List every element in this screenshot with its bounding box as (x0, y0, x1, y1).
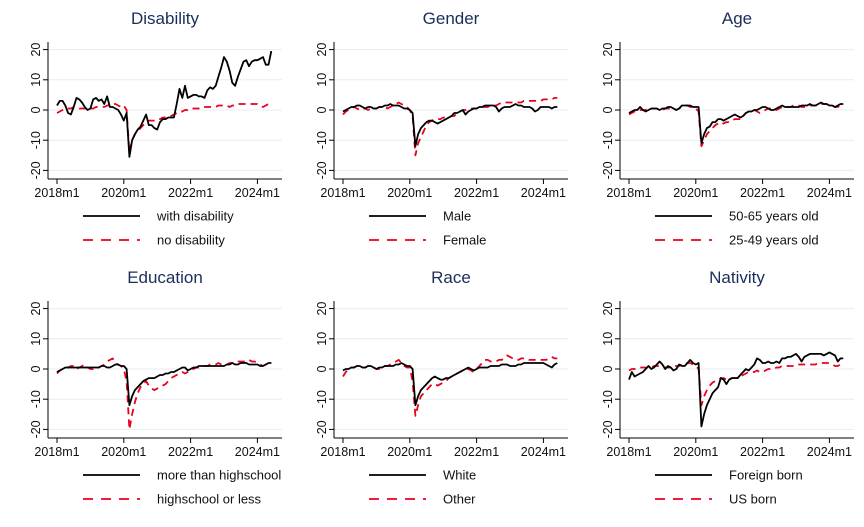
x-tick-label: 2024m1 (807, 186, 852, 200)
y-tick-label: 10 (315, 332, 329, 346)
legend-label: 50-65 years old (729, 209, 819, 224)
legend-label: US born (729, 492, 777, 507)
y-tick-label: -20 (601, 161, 615, 179)
y-tick-label: 10 (601, 332, 615, 346)
y-tick-label: 10 (315, 73, 329, 87)
y-tick-label: 0 (315, 365, 329, 372)
series-line-more-than-highschool (56, 362, 272, 407)
chart-title: Disability (131, 9, 200, 28)
y-tick-label: -10 (601, 390, 615, 408)
x-tick-label: 2022m1 (454, 186, 499, 200)
y-tick-label: 10 (29, 332, 43, 346)
y-tick-label: -10 (315, 390, 329, 408)
y-tick-label: 20 (29, 302, 43, 316)
chart-title: Race (431, 268, 471, 287)
legend-label: Female (443, 233, 486, 248)
y-tick-label: 20 (601, 302, 615, 316)
y-tick-label: -10 (29, 390, 43, 408)
chart-title: Nativity (709, 268, 765, 287)
legend-label: Foreign born (729, 468, 803, 483)
y-tick-label: -20 (29, 161, 43, 179)
legend-label: more than highschool (157, 468, 281, 483)
x-tick-label: 2020m1 (673, 186, 718, 200)
y-tick-label: -20 (315, 161, 329, 179)
x-tick-label: 2018m1 (606, 445, 651, 459)
x-tick-label: 2024m1 (521, 186, 566, 200)
x-tick-label: 2018m1 (320, 445, 365, 459)
x-tick-label: 2022m1 (168, 186, 213, 200)
x-tick-label: 2020m1 (101, 445, 146, 459)
series-line-male (342, 103, 558, 148)
x-tick-label: 2018m1 (606, 186, 651, 200)
y-tick-label: 0 (601, 106, 615, 113)
x-tick-label: 2020m1 (387, 445, 432, 459)
y-tick-label: 20 (315, 43, 329, 57)
x-tick-label: 2024m1 (521, 445, 566, 459)
y-tick-label: 20 (29, 43, 43, 57)
legend-label: Other (443, 492, 476, 507)
panel-education: Education 20 10 0 -10 -20 2018m1 2020m1 2022m1 20… (29, 268, 282, 507)
series-line-highschool-or-less (56, 357, 272, 431)
y-tick-label: -20 (29, 420, 43, 438)
y-tick-label: 10 (601, 73, 615, 87)
x-tick-label: 2024m1 (807, 445, 852, 459)
y-tick-label: -20 (601, 420, 615, 438)
y-tick-label: 0 (29, 106, 43, 113)
y-tick-label: -10 (601, 131, 615, 149)
panel-nativity: Nativity 20 10 0 -10 -20 2018m1 2020m1 2022m1 202… (601, 268, 854, 507)
series-line-no-disability (56, 103, 272, 154)
y-tick-label: 10 (29, 73, 43, 87)
x-tick-label: 2022m1 (740, 186, 785, 200)
chart-title: Education (127, 268, 203, 287)
x-tick-label: 2024m1 (235, 445, 280, 459)
x-tick-label: 2022m1 (454, 445, 499, 459)
x-tick-label: 2018m1 (34, 445, 79, 459)
x-tick-label: 2018m1 (34, 186, 79, 200)
legend-label: Male (443, 209, 471, 224)
chart-title: Gender (423, 9, 480, 28)
y-tick-label: -20 (315, 420, 329, 438)
legend-label: no disability (157, 233, 225, 248)
y-tick-label: 20 (315, 302, 329, 316)
x-tick-label: 2022m1 (168, 445, 213, 459)
panel-gender: Gender 20 10 0 -10 -20 2018m1 2020m1 2022m1 2024m… (315, 9, 568, 248)
chart-title: Age (722, 9, 752, 28)
series-line-foreign-born (628, 351, 844, 428)
series-line-50-65-years-old (628, 101, 844, 145)
x-tick-label: 2024m1 (235, 186, 280, 200)
legend-label: 25-49 years old (729, 233, 819, 248)
legend-label: highschool or less (157, 492, 262, 507)
legend-label: White (443, 468, 476, 483)
panel-race: Race 20 10 0 -10 -20 2018m1 2020m1 2022m1 2024m1 W… (315, 268, 568, 507)
y-tick-label: 0 (601, 365, 615, 372)
x-tick-label: 2020m1 (101, 186, 146, 200)
x-tick-label: 2018m1 (320, 186, 365, 200)
y-tick-label: -10 (29, 131, 43, 149)
series-line-with-disability (56, 50, 273, 158)
panel-disability: Disability 20 10 0 -10 -20 2018m1 2020m1 2022m1 2… (29, 9, 282, 248)
legend-label: with disability (156, 209, 234, 224)
series-line-white (342, 362, 558, 407)
x-tick-label: 2020m1 (673, 445, 718, 459)
panel-age: Age 20 10 0 -10 -20 2018m1 2020m1 2022m1 2024m1 50… (601, 9, 854, 248)
x-tick-label: 2022m1 (740, 445, 785, 459)
x-tick-label: 2020m1 (387, 186, 432, 200)
y-tick-label: 0 (315, 106, 329, 113)
y-tick-label: 0 (29, 365, 43, 372)
y-tick-label: 20 (601, 43, 615, 57)
y-tick-label: -10 (315, 131, 329, 149)
